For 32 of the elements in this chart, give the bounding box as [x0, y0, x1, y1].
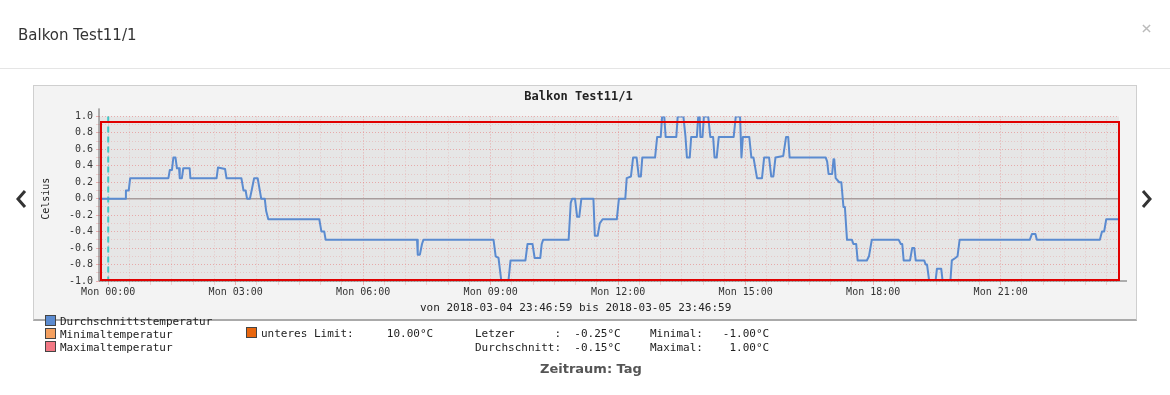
x-tick-label: Mon 03:00	[208, 285, 263, 297]
text: von 2018-03-04 23:46:59 bis 2018-03-05 23:46:59	[420, 301, 732, 314]
text: Zeitraum: Tag	[540, 361, 642, 376]
y-tick-label: 0.2	[74, 175, 93, 187]
text: Balkon Test11/1	[18, 26, 137, 44]
x-tick-label: Mon 21:00	[973, 285, 1028, 297]
y-tick-label: 1.0	[74, 109, 93, 121]
legend-label: Maximaltemperatur	[59, 341, 174, 354]
text: Minimal: -1.00°C	[650, 327, 770, 340]
x-tick-label: Mon 18:00	[846, 285, 901, 297]
legend-label: Minimaltemperatur	[59, 328, 174, 341]
y-tick-label: -0.2	[68, 208, 93, 220]
y-tick-label: 0.0	[74, 192, 93, 204]
text: Durchschnitt: -0.15°C	[475, 341, 621, 354]
chart-title: Balkon Test11/1	[524, 89, 633, 104]
y-tick-label: 0.6	[74, 142, 93, 154]
x-tick-label: Mon 09:00	[463, 285, 518, 297]
text: Letzer : -0.25°C	[475, 327, 621, 340]
x-tick-label: Mon 15:00	[718, 285, 773, 297]
text: Maximal: 1.00°C	[650, 341, 770, 354]
x-tick-label: Mon 00:00	[81, 285, 136, 297]
y-tick-label: -0.8	[68, 258, 93, 270]
y-tick-label: -0.4	[68, 225, 93, 237]
y-tick-label: -0.6	[68, 241, 93, 253]
x-tick-label: Mon 12:00	[591, 285, 646, 297]
y-axis-title: Celsius	[39, 177, 51, 220]
legend-label: Durchschnittstemperatur	[59, 315, 213, 328]
x-tick-label: Mon 06:00	[336, 285, 391, 297]
y-tick-label: 0.4	[74, 159, 93, 171]
y-tick-label: 0.8	[74, 126, 93, 138]
y-tick-label: -1.0	[68, 274, 93, 286]
text: unteres Limit: 10.00°C	[260, 327, 434, 340]
